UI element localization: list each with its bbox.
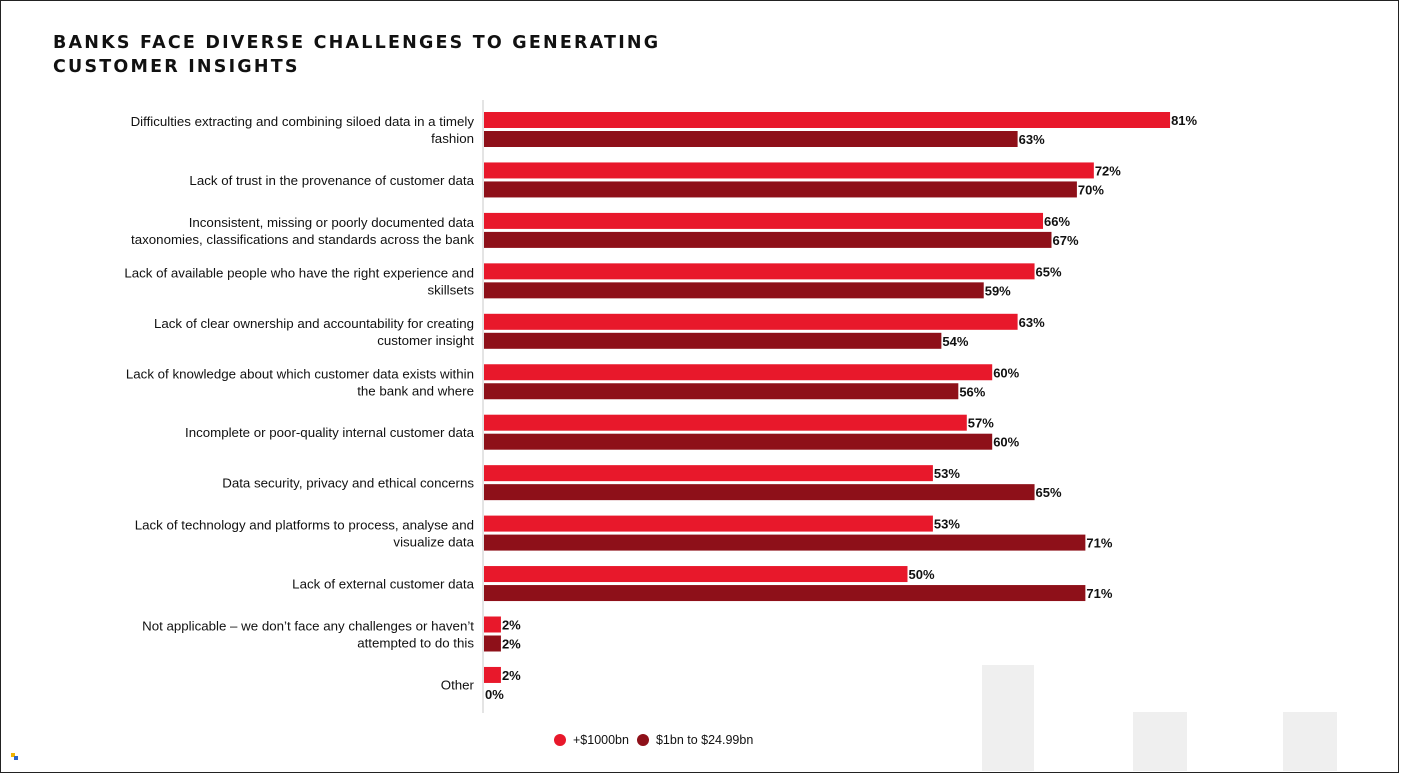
data-label-series-1: 72% xyxy=(1095,163,1121,178)
bar-series-2 xyxy=(484,231,1052,248)
data-label-series-2: 60% xyxy=(993,435,1019,450)
category-label: customer insight xyxy=(377,333,474,348)
data-label-series-2: 70% xyxy=(1078,182,1104,197)
legend-label: $1bn to $24.99bn xyxy=(655,733,754,747)
category-label: Other xyxy=(441,677,475,692)
data-label-series-1: 66% xyxy=(1044,214,1070,229)
bar-series-1 xyxy=(484,212,1044,229)
data-label-series-1: 53% xyxy=(934,517,960,532)
legend-label: +$1000bn xyxy=(573,733,629,747)
bar-series-1 xyxy=(484,414,967,431)
background-ghost-bar xyxy=(1283,712,1337,771)
bar-series-1 xyxy=(484,666,501,683)
data-label-series-1: 50% xyxy=(909,567,935,582)
legend-item: +$1000bn xyxy=(554,733,629,747)
bar-series-2 xyxy=(484,383,959,400)
background-ghost-bar xyxy=(1133,712,1187,771)
category-label: Difficulties extracting and combining si… xyxy=(131,114,475,129)
category-label: Lack of trust in the provenance of custo… xyxy=(189,173,474,188)
data-label-series-1: 63% xyxy=(1019,315,1045,330)
data-label-series-2: 56% xyxy=(959,384,985,399)
bar-series-1 xyxy=(484,515,933,532)
category-label: Lack of clear ownership and accountabili… xyxy=(154,316,474,331)
category-label: the bank and where xyxy=(357,383,474,398)
bar-series-2 xyxy=(484,433,993,450)
data-label-series-2: 65% xyxy=(1036,485,1062,500)
category-label: Data security, privacy and ethical conce… xyxy=(222,476,474,491)
bar-series-2 xyxy=(484,534,1086,551)
data-label-series-1: 53% xyxy=(934,466,960,481)
category-label: Incomplete or poor-quality internal cust… xyxy=(185,425,475,440)
corner-logo-icon xyxy=(11,753,18,760)
category-label: taxonomies, classifications and standard… xyxy=(131,232,474,247)
category-label: fashion xyxy=(431,131,474,146)
bar-series-1 xyxy=(484,313,1018,330)
data-label-series-2: 2% xyxy=(502,637,521,652)
category-label: Inconsistent, missing or poorly document… xyxy=(189,215,475,230)
data-label-series-1: 60% xyxy=(993,365,1019,380)
legend-swatch-series-2 xyxy=(636,734,649,746)
category-label: skillsets xyxy=(427,282,474,297)
data-label-series-2: 63% xyxy=(1019,132,1045,147)
bar-series-1 xyxy=(484,162,1094,179)
category-label: Lack of available people who have the ri… xyxy=(124,265,474,280)
bar-series-1 xyxy=(484,112,1171,128)
data-label-series-1: 81% xyxy=(1171,113,1197,128)
chart-legend: +$1000bn $1bn to $24.99bn xyxy=(554,733,761,747)
bar-series-2 xyxy=(484,484,1035,501)
bar-series-2 xyxy=(484,131,1018,147)
data-label-series-1: 65% xyxy=(1036,264,1062,279)
bar-series-1 xyxy=(484,364,993,381)
bar-series-2 xyxy=(484,332,942,349)
chart-title-line: CUSTOMER INSIGHTS xyxy=(53,57,300,77)
data-label-series-2: 59% xyxy=(985,283,1011,298)
legend-swatch-series-1 xyxy=(554,734,566,746)
data-label-series-1: 2% xyxy=(502,668,521,683)
data-label-series-2: 71% xyxy=(1086,536,1112,551)
category-label: Lack of knowledge about which customer d… xyxy=(126,366,474,381)
bar-series-2 xyxy=(484,585,1086,602)
category-label: Lack of external customer data xyxy=(292,577,474,592)
data-label-series-2: 0% xyxy=(485,687,504,702)
category-label: visualize data xyxy=(393,535,474,550)
bar-series-1 xyxy=(484,465,933,482)
chart-title: BANKS FACE DIVERSE CHALLENGES TO GENERAT… xyxy=(53,31,660,79)
data-label-series-2: 54% xyxy=(942,334,968,349)
bar-series-1 xyxy=(484,263,1035,280)
bar-series-2 xyxy=(484,635,501,652)
data-label-series-1: 2% xyxy=(502,618,521,633)
bar-series-1 xyxy=(484,616,501,633)
category-label: attempted to do this xyxy=(357,636,474,651)
bar-series-2 xyxy=(484,282,984,299)
category-label: Lack of technology and platforms to proc… xyxy=(135,518,474,533)
bar-series-2 xyxy=(484,181,1077,198)
background-ghost-bar xyxy=(982,665,1034,771)
data-label-series-2: 71% xyxy=(1086,586,1112,601)
legend-item: $1bn to $24.99bn xyxy=(636,733,754,747)
bar-series-1 xyxy=(484,566,908,583)
chart-title-line: BANKS FACE DIVERSE CHALLENGES TO GENERAT… xyxy=(53,33,661,53)
data-label-series-1: 57% xyxy=(968,416,994,431)
category-label: Not applicable – we don’t face any chall… xyxy=(142,619,474,634)
data-label-series-2: 67% xyxy=(1052,233,1078,248)
